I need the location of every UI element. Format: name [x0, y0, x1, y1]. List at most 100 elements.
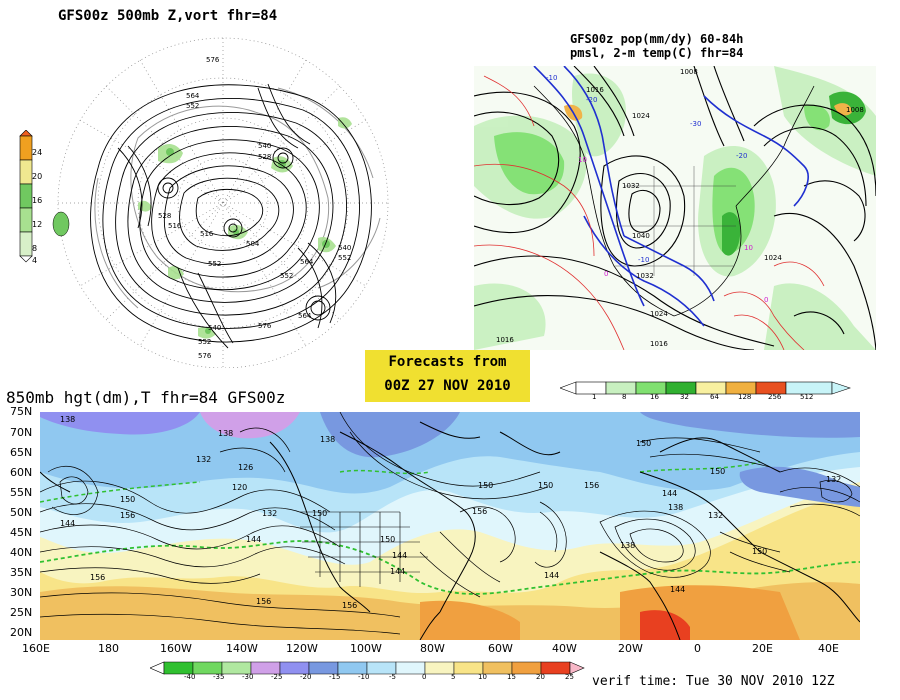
isobar-label: 1024: [650, 310, 668, 318]
lat-tick: 45N: [10, 526, 33, 539]
colorbar-tick: -40: [184, 673, 196, 681]
contour-label: 552: [280, 272, 293, 280]
colorbar-tick: 128: [738, 393, 752, 401]
isobar-label: 1016: [496, 336, 514, 344]
lat-tick: 25N: [10, 606, 33, 619]
contour-label: 576: [198, 352, 212, 360]
contour-label: 576: [258, 322, 272, 330]
contour-label: 540: [338, 244, 351, 252]
lon-tick: 40W: [552, 642, 577, 655]
lon-tick: 20W: [618, 642, 643, 655]
polar-contour-labels: 576 564 552 540 528 516 552 564 576 540 …: [158, 56, 351, 360]
colorbar-tick: 20: [536, 673, 545, 681]
height-label: 144: [670, 585, 685, 594]
lat-tick: 30N: [10, 586, 33, 599]
colorbar-tick: 512: [800, 393, 814, 401]
lon-tick: 20E: [752, 642, 773, 655]
height-label: 144: [544, 571, 559, 580]
colorbar-tick: -5: [389, 673, 396, 681]
lat-tick: 65N: [10, 446, 33, 459]
contour-label: 504: [246, 240, 260, 248]
height-label: 156: [90, 573, 105, 582]
contour-label: 540: [208, 324, 221, 332]
lon-tick: 60W: [488, 642, 513, 655]
contour-label: 552: [198, 338, 211, 346]
temperature-colorbar: -40 -35 -30 -25 -20 -15 -10 -5 0 5 10 15…: [149, 660, 586, 686]
colorbar-tick: 16: [32, 196, 43, 205]
global-map-svg: 138 138 138 132 126 150 120 132 150 144 …: [40, 412, 860, 640]
contour-label: 552: [208, 260, 221, 268]
colorbar-tick: -15: [329, 673, 341, 681]
temp-label: -20: [586, 96, 597, 104]
height-label: 138: [60, 415, 75, 424]
contour-label: 516: [168, 222, 182, 230]
lon-tick: 180: [98, 642, 119, 655]
temp-label: 0: [604, 270, 608, 278]
lat-tick: 35N: [10, 566, 33, 579]
lat-tick: 75N: [10, 405, 33, 418]
height-label: 144: [246, 535, 261, 544]
height-label: 132: [196, 455, 211, 464]
height-label: 150: [312, 509, 327, 518]
forecast-label: Forecasts from: [388, 354, 507, 370]
contour-label: 564: [186, 92, 200, 100]
height-label: 156: [342, 601, 357, 610]
vorticity-colorbar: 24 20 16 12 8 4: [14, 129, 50, 270]
temp-label: -10: [546, 74, 557, 82]
colorbar-tick: 256: [768, 393, 782, 401]
height-label: 144: [392, 551, 407, 560]
height-label: 138: [218, 429, 233, 438]
polar-map-svg: 576 564 552 540 528 516 552 564 576 540 …: [52, 37, 389, 369]
height-label: 150: [380, 535, 395, 544]
temp-label: 10: [578, 156, 587, 164]
height-label: 132: [262, 509, 277, 518]
colorbar-tick: 1: [592, 393, 597, 401]
contour-label: 564: [300, 258, 314, 266]
colorbar-tick: -30: [242, 673, 254, 681]
height-label: 126: [238, 463, 253, 472]
height-label: 150: [752, 547, 767, 556]
isobar-label: 1024: [764, 254, 782, 262]
lon-tick: 160E: [22, 642, 50, 655]
height-label: 132: [826, 475, 841, 484]
contour-label: 528: [258, 153, 271, 161]
height-label: 150: [636, 439, 651, 448]
polar-map-title: GFS00z 500mb Z,vort fhr=84: [58, 8, 278, 24]
height-label: 156: [584, 481, 599, 490]
contour-label: 528: [158, 212, 171, 220]
lon-tick: 120W: [286, 642, 318, 655]
lon-tick: 140W: [226, 642, 258, 655]
height-label: 138: [668, 503, 683, 512]
us-map-title-line2: pmsl, 2-m temp(C) fhr=84: [570, 46, 744, 60]
isobar-label: 1016: [650, 340, 668, 348]
temp-label: -10: [638, 256, 649, 264]
global-map-title: 850mb hgt(dm),T fhr=84 GFS00z: [6, 388, 286, 407]
lon-tick: 80W: [420, 642, 445, 655]
height-label: 138: [320, 435, 335, 444]
lat-tick: 60N: [10, 466, 33, 479]
global-850mb-map: 138 138 138 132 126 150 120 132 150 144 …: [40, 412, 860, 640]
polar-500mb-map: 576 564 552 540 528 516 552 564 576 540 …: [18, 28, 418, 372]
height-label: 144: [662, 489, 677, 498]
contour-label: 552: [338, 254, 351, 262]
colorbar-tick: 24: [32, 148, 43, 157]
height-label: 150: [710, 467, 725, 476]
colorbar-tick: 25: [565, 673, 574, 681]
colorbar-tick: -35: [213, 673, 225, 681]
verification-time: verif time: Tue 30 NOV 2010 12Z: [592, 674, 835, 689]
colorbar-tick: 12: [32, 220, 43, 229]
us-map-title-line1: GFS00z pop(mm/dy) 60-84h: [570, 32, 744, 46]
height-label: 156: [472, 507, 487, 516]
colorbar-tick: 15: [507, 673, 516, 681]
isobar-label: 1032: [636, 272, 654, 280]
isobar-label: 1008: [680, 68, 698, 76]
height-label: 156: [120, 511, 135, 520]
colorbar-tick: 8: [32, 244, 38, 253]
height-label: 132: [708, 511, 723, 520]
colorbar-tick: -10: [358, 673, 370, 681]
temp-label: -30: [690, 120, 701, 128]
lat-tick: 70N: [10, 426, 33, 439]
temp-label: 0: [764, 296, 768, 304]
colorbar-tick: 32: [680, 393, 689, 401]
temp-label: -20: [736, 152, 747, 160]
